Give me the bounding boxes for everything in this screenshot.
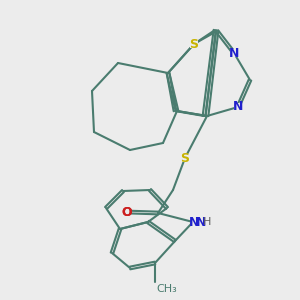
Text: N: N	[229, 46, 239, 59]
Bar	[181, 154, 189, 162]
Bar	[190, 218, 198, 226]
Text: S: S	[181, 152, 190, 164]
Text: O: O	[122, 206, 132, 218]
Text: S: S	[190, 38, 199, 50]
Bar	[123, 208, 131, 216]
Text: CH₃: CH₃	[157, 284, 177, 294]
Text: N: N	[196, 215, 206, 229]
Text: N: N	[233, 100, 243, 113]
Text: H: H	[203, 217, 211, 227]
Bar	[190, 40, 198, 48]
Text: O: O	[122, 206, 132, 218]
Bar	[230, 49, 238, 57]
Text: N: N	[189, 215, 200, 229]
Bar	[234, 103, 242, 111]
Bar	[121, 208, 130, 216]
Bar	[191, 218, 205, 226]
